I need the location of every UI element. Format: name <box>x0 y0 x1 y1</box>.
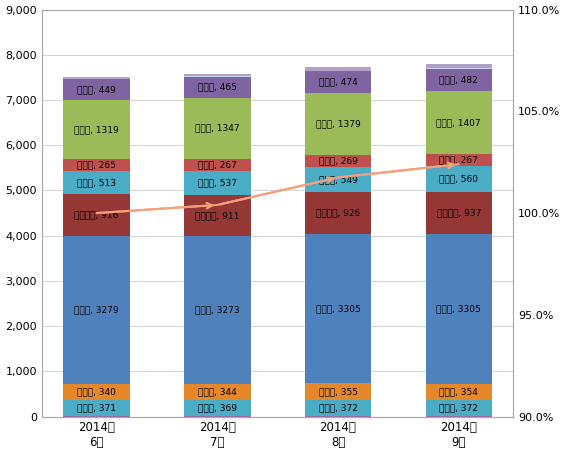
Bar <box>426 167 492 192</box>
Text: 大阪府, 1319: 大阪府, 1319 <box>74 125 119 134</box>
Text: 愛知県, 537: 愛知県, 537 <box>198 178 237 187</box>
Text: 京都府, 269: 京都府, 269 <box>319 157 358 166</box>
Bar <box>184 158 251 171</box>
Text: 千葉県, 355: 千葉県, 355 <box>319 387 358 396</box>
Bar <box>305 93 371 155</box>
Text: 愛知県, 549: 愛知県, 549 <box>319 175 358 184</box>
Bar <box>426 192 492 234</box>
Bar <box>63 194 130 236</box>
Bar <box>305 399 371 416</box>
Bar <box>184 399 251 416</box>
Bar <box>426 234 492 384</box>
Text: 神奈川県, 937: 神奈川県, 937 <box>436 208 481 217</box>
Text: 千葉県, 340: 千葉県, 340 <box>77 387 116 396</box>
Text: 東京都, 3279: 東京都, 3279 <box>74 306 119 314</box>
Bar <box>305 71 371 93</box>
Text: 大阪府, 1379: 大阪府, 1379 <box>316 120 361 128</box>
Bar <box>63 79 130 100</box>
Bar <box>184 171 251 195</box>
Bar <box>184 74 251 76</box>
Bar <box>184 384 251 399</box>
Text: 愛知県, 560: 愛知県, 560 <box>439 175 478 183</box>
Text: 埼玉県, 372: 埼玉県, 372 <box>319 404 358 412</box>
Text: 京都府, 267: 京都府, 267 <box>198 160 237 169</box>
Bar <box>184 76 251 98</box>
Text: 東京都, 3273: 東京都, 3273 <box>195 306 239 314</box>
Bar <box>426 384 492 399</box>
Bar <box>426 399 492 416</box>
Bar <box>426 154 492 167</box>
Bar <box>63 399 130 416</box>
Text: 神奈川県, 916: 神奈川県, 916 <box>75 211 119 220</box>
Bar <box>426 91 492 154</box>
Text: 大阪府, 1347: 大阪府, 1347 <box>195 124 239 132</box>
Text: 神奈川県, 926: 神奈川県, 926 <box>316 208 360 217</box>
Bar <box>305 384 371 399</box>
Bar <box>426 69 492 91</box>
Text: 東京都, 3305: 東京都, 3305 <box>316 304 361 313</box>
Bar <box>63 100 130 159</box>
Text: 東京都, 3305: 東京都, 3305 <box>436 304 481 313</box>
Text: 京都府, 267: 京都府, 267 <box>439 156 478 165</box>
Text: 埼玉県, 372: 埼玉県, 372 <box>439 404 478 412</box>
Text: 神奈川県, 911: 神奈川県, 911 <box>195 211 239 220</box>
Bar <box>63 77 130 79</box>
Text: 京都府, 265: 京都府, 265 <box>77 161 116 170</box>
Bar <box>63 384 130 399</box>
Bar <box>305 155 371 167</box>
Bar <box>305 234 371 384</box>
Bar <box>426 64 492 68</box>
Text: 千葉県, 344: 千葉県, 344 <box>198 387 237 396</box>
Text: 兵庫県, 482: 兵庫県, 482 <box>439 75 478 84</box>
Text: 埼玉県, 371: 埼玉県, 371 <box>77 404 116 413</box>
Text: 埼玉県, 369: 埼玉県, 369 <box>198 404 237 413</box>
Bar <box>63 171 130 194</box>
Bar <box>63 159 130 171</box>
Text: 千葉県, 354: 千葉県, 354 <box>439 387 478 396</box>
Bar <box>184 236 251 384</box>
Text: 兵庫県, 474: 兵庫県, 474 <box>319 77 357 86</box>
Bar <box>63 236 130 384</box>
Text: 大阪府, 1407: 大阪府, 1407 <box>436 118 481 127</box>
Bar <box>184 195 251 236</box>
Text: 兵庫県, 465: 兵庫県, 465 <box>198 83 237 91</box>
Text: 兵庫県, 449: 兵庫県, 449 <box>78 85 116 94</box>
Bar <box>184 98 251 158</box>
Bar <box>305 192 371 234</box>
Bar <box>305 67 371 71</box>
Text: 愛知県, 513: 愛知県, 513 <box>77 178 116 187</box>
Bar <box>305 167 371 192</box>
